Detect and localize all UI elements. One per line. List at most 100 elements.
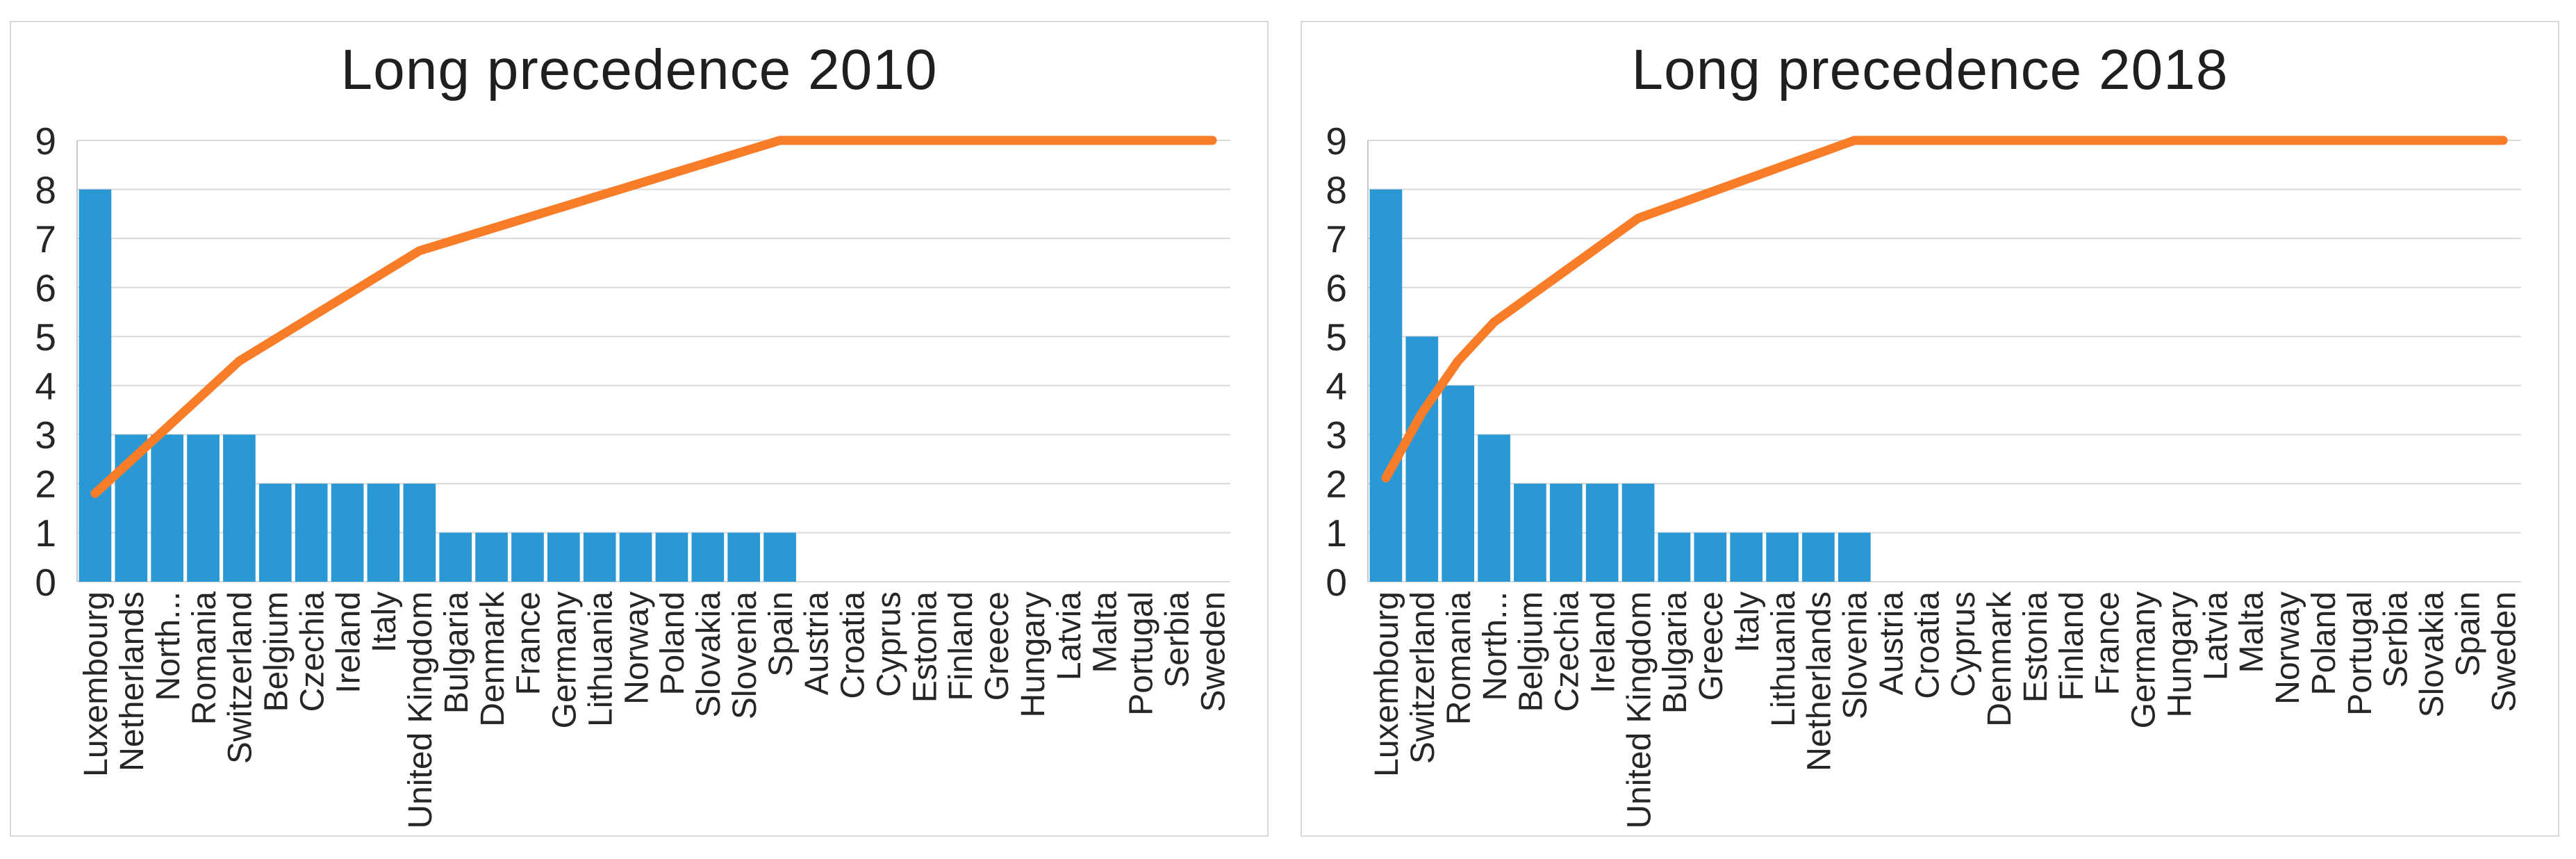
y-tick-label: 0 [35,561,56,604]
x-category-label: Malta [1087,591,1124,673]
x-category-label: Estonia [2017,591,2054,703]
y-tick-label: 5 [35,316,56,359]
bar [79,189,112,582]
x-category-label: Finland [2054,591,2090,701]
x-category-label: Belgium [258,591,295,712]
chart-panel-2018: Long precedence 2018 0 1 2 3 4 5 6 7 8 9 Luxembour… [1301,21,2559,837]
bar [1514,483,1546,582]
bar [403,483,436,582]
x-category-label: Romania [186,591,223,725]
x-category-label: Slovakia [2414,591,2451,718]
x-category-label: United Kingdom [402,591,439,829]
bar [583,532,616,582]
bar [1658,532,1691,582]
x-category-label: Luxembourg [1369,591,1405,777]
x-category-label: Italy [366,591,403,653]
x-category-label: Germany [2126,591,2163,728]
x-category-label: Switzerland [1405,591,1442,764]
x-category-label: Norway [618,591,655,705]
bar [258,483,292,582]
y-tick-label: 3 [1326,414,1347,457]
y-tick-label: 2 [1326,463,1347,506]
x-category-label: Lithuania [582,591,619,727]
x-category-label: Serbia [1159,591,1196,688]
x-category-label: Denmark [1981,591,2018,727]
x-category-label: Czechia [1549,591,1586,712]
x-category-label: Austria [1873,591,1910,696]
bar [1585,483,1619,582]
x-category-label: Sweden [1195,591,1232,712]
x-category-label: Cyprus [870,591,907,697]
bar [1730,532,1763,582]
bar [295,483,328,582]
x-category-label: Germany [547,591,584,728]
x-category-label: Luxembourg [78,591,115,777]
x-category-label: Denmark [474,591,511,727]
x-category-label: United Kingdom [1621,591,1658,829]
x-category-label: Lithuania [1765,591,1802,727]
chart-title-2010: Long precedence 2010 [340,38,938,101]
bar [1442,385,1475,582]
x-category-label: Latvia [2197,591,2234,680]
x-category-label: Norway [2270,591,2306,705]
x-category-label: Hungary [1015,591,1052,717]
bar [475,532,508,582]
bar [187,434,220,582]
y-tick-label: 6 [1326,266,1347,309]
pareto-chart-2010: 0 1 2 3 4 5 6 7 8 9 LuxembourgNetherlandsNorth...R… [35,120,1232,829]
y-tick-label: 4 [35,365,56,408]
x-category-label: Bulgaria [1657,591,1694,714]
x-category-label: Slovenia [1838,591,1874,719]
y-tick-label: 1 [35,512,56,555]
bar [367,483,400,582]
x-category-label: Netherlands [114,591,151,771]
x-category-label: Italy [1729,591,1766,653]
y-tick-label: 8 [1326,168,1347,211]
x-category-label: Czechia [294,591,331,712]
chart-panel-2010: Long precedence 2010 0 1 2 3 4 5 6 7 8 9 Luxembour… [10,21,1269,837]
x-category-label: Slovakia [691,591,727,718]
y-tick-label: 8 [35,168,56,211]
y-tick-label: 0 [1326,561,1347,604]
x-category-label: Switzerland [222,591,259,764]
y-tick-label: 2 [35,463,56,506]
bar [1766,532,1799,582]
chart-title-2018: Long precedence 2018 [1631,38,2229,101]
y-tick-label: 9 [35,120,56,163]
x-category-label: North... [1477,591,1514,701]
x-category-label: Netherlands [1801,591,1838,771]
bar [547,532,580,582]
x-category-label: Estonia [907,591,943,703]
bar [1621,483,1655,582]
x-category-label: Greece [979,591,1016,701]
y-tick-label: 3 [35,414,56,457]
x-category-label: Cyprus [1945,591,1982,697]
bar [1838,532,1871,582]
bar [1549,483,1583,582]
x-category-label: Ireland [330,591,367,694]
cumulative-line [90,136,1217,498]
bar [223,434,256,582]
x-category-label: Poland [2306,591,2343,695]
x-category-label: Ireland [1585,591,1621,694]
bar [727,532,761,582]
bar [439,532,472,582]
x-category-label: Latvia [1051,591,1088,680]
bar [1694,532,1727,582]
x-category-label: Slovenia [727,591,763,719]
x-category-label: North... [150,591,187,701]
x-category-label: Portugal [2342,591,2379,716]
x-category-label: Romania [1441,591,1478,725]
x-category-label: Malta [2234,591,2270,673]
bar [1478,434,1510,582]
cumulative-line [1381,136,2508,483]
x-category-label: France [511,591,547,695]
y-tick-label: 5 [1326,316,1347,359]
x-category-label: Croatia [1909,591,1946,699]
bar [151,434,184,582]
x-category-label: Croatia [835,591,872,699]
y-tick-label: 1 [1326,512,1347,555]
x-category-label: Hungary [2161,591,2198,717]
x-category-label: Sweden [2486,591,2523,712]
